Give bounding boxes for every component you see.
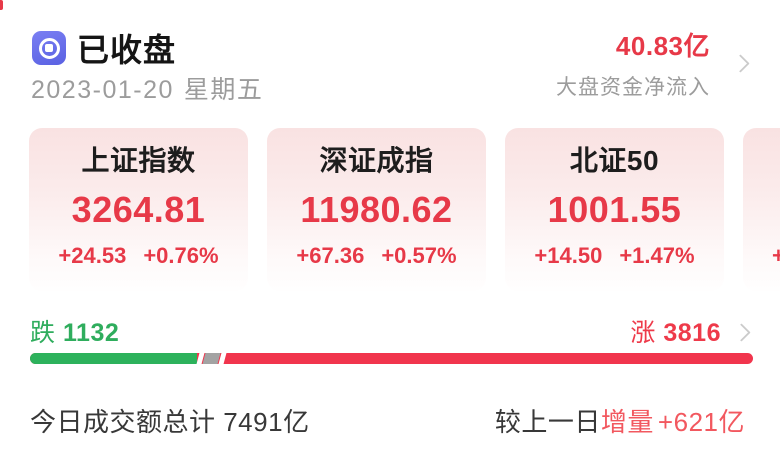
index-card-shenzhen[interactable]: 深证成指 11980.62 +67.36 +0.57% bbox=[267, 128, 486, 291]
index-name: 上证指数 bbox=[81, 145, 196, 176]
net-inflow-block: 40.83亿 大盘资金净流入 bbox=[556, 26, 710, 101]
index-change-row: + bbox=[743, 244, 780, 268]
weekday-label: 星期五 bbox=[183, 76, 264, 104]
market-status-icon bbox=[32, 31, 66, 65]
ring-icon bbox=[38, 37, 60, 59]
net-inflow-label: 大盘资金净流入 bbox=[556, 76, 710, 99]
decliners-value: 1132 bbox=[63, 319, 120, 347]
compare-prefix: 较上一日 bbox=[494, 407, 601, 437]
turnover-total: 今日成交额总计 7491亿 bbox=[30, 407, 310, 437]
market-status-row: 已收盘 bbox=[32, 25, 176, 71]
index-card-shanghai[interactable]: 上证指数 3264.81 +24.53 +0.76% bbox=[29, 128, 248, 291]
turnover-compare: 较上一日增量 +621亿 bbox=[495, 402, 745, 439]
advance-decline-bar bbox=[30, 353, 753, 364]
date-value: 2023-01-20 bbox=[31, 76, 174, 104]
advancers-count: 涨 3816 bbox=[630, 313, 721, 349]
index-change-row: +14.50 +1.47% bbox=[534, 244, 694, 268]
index-change-pct: +0.76% bbox=[143, 243, 219, 268]
index-change-row: +67.36 +0.57% bbox=[296, 244, 456, 268]
square-glyph bbox=[45, 44, 53, 52]
net-inflow-value: 40.83亿 bbox=[615, 31, 710, 61]
index-change-pct: +0.57% bbox=[381, 243, 457, 268]
decliners-bar-segment bbox=[30, 353, 197, 364]
compare-highlight: 增量 bbox=[600, 407, 654, 437]
compare-value: +621亿 bbox=[657, 407, 745, 437]
market-status-label: 已收盘 bbox=[77, 32, 177, 68]
index-value: 3264.81 bbox=[71, 189, 206, 230]
index-name bbox=[743, 145, 780, 176]
index-card-clipped[interactable]: + bbox=[743, 128, 780, 291]
index-card-beijing50[interactable]: 北证50 1001.55 +14.50 +1.47% bbox=[505, 128, 724, 291]
index-value bbox=[743, 191, 780, 229]
chevron-right-icon bbox=[731, 54, 750, 73]
index-change: +24.53 bbox=[58, 243, 127, 268]
chevron-right-icon bbox=[732, 322, 751, 342]
advancers-label: 涨 bbox=[630, 319, 656, 347]
index-change-pct: +1.47% bbox=[619, 243, 695, 268]
index-value: 1001.55 bbox=[547, 189, 682, 230]
index-value: 11980.62 bbox=[300, 189, 453, 230]
decliners-count: 跌 1132 bbox=[30, 313, 119, 349]
net-inflow-link[interactable]: 40.83亿 大盘资金净流入 bbox=[556, 26, 750, 101]
trade-date: 2023-01-20 星期五 bbox=[31, 70, 263, 106]
index-name: 深证成指 bbox=[319, 145, 434, 176]
index-name: 北证50 bbox=[569, 145, 660, 176]
decliners-label: 跌 bbox=[30, 319, 56, 347]
index-change: + bbox=[772, 243, 780, 268]
index-change: +67.36 bbox=[296, 243, 365, 268]
advancers-value: 3816 bbox=[663, 319, 721, 347]
advancers-link[interactable]: 涨 3816 bbox=[630, 313, 751, 349]
index-change: +14.50 bbox=[534, 243, 603, 268]
index-cards-row: 上证指数 3264.81 +24.53 +0.76% 深证成指 11980.62… bbox=[29, 128, 780, 291]
index-change-row: +24.53 +0.76% bbox=[58, 244, 218, 268]
left-edge-marker bbox=[0, 0, 3, 10]
